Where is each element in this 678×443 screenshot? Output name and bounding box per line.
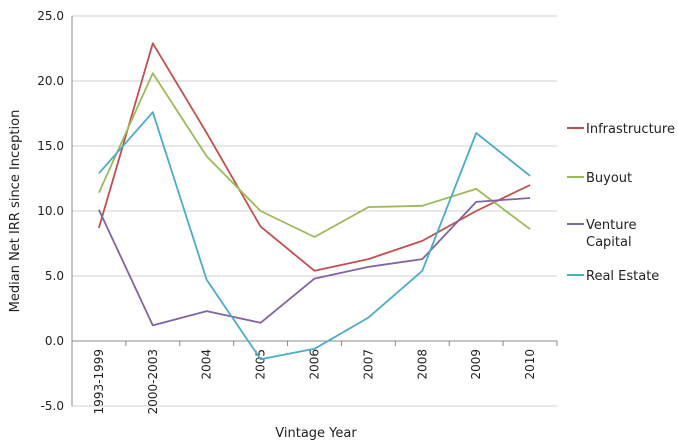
series-line-real-estate bbox=[98, 111, 531, 361]
y-tick-label: 25.0 bbox=[37, 9, 64, 23]
gridlines bbox=[72, 15, 557, 407]
x-tick-label: 2009 bbox=[469, 349, 483, 380]
x-tick-label: 2000-2003 bbox=[146, 349, 160, 414]
x-tick-label: 2008 bbox=[415, 349, 429, 380]
legend-item: Buyout bbox=[567, 171, 632, 186]
x-tick-label: 1993-1999 bbox=[92, 349, 106, 414]
legend-label: Real Estate bbox=[586, 269, 659, 284]
legend-item: Venture Capital bbox=[567, 218, 637, 250]
series-line-venture-capital bbox=[98, 197, 531, 327]
x-axis-title: Vintage Year bbox=[275, 426, 357, 441]
x-tick-label: 2007 bbox=[361, 349, 375, 380]
y-tick-label: 15.0 bbox=[37, 139, 64, 153]
legend-label: Infrastructure bbox=[586, 122, 675, 137]
x-tick-label: 2004 bbox=[200, 349, 214, 380]
legend-label: Buyout bbox=[586, 171, 632, 186]
series-line-buyout bbox=[98, 72, 531, 238]
y-axis-title: Median Net IRR since Inception bbox=[8, 110, 23, 313]
y-tick-label: 5.0 bbox=[45, 269, 64, 283]
x-tick-label: 2010 bbox=[523, 349, 537, 380]
x-tick-label: 2006 bbox=[308, 349, 322, 380]
y-tick-label: 0.0 bbox=[45, 334, 64, 348]
y-tick-label: -5.0 bbox=[41, 399, 64, 413]
series-lines bbox=[98, 42, 531, 361]
legend: Infrastructure Buyout Venture Capital Real E… bbox=[567, 122, 675, 284]
legend-label: Venture bbox=[586, 218, 637, 233]
y-tick-label: 20.0 bbox=[37, 74, 64, 88]
legend-item: Real Estate bbox=[567, 269, 659, 284]
legend-item: Infrastructure bbox=[567, 122, 675, 137]
y-tick-label: 10.0 bbox=[37, 204, 64, 218]
axes: -5.0 0.0 5.0 10.0 15.0 20.0 25.0 1993-1999 2000-… bbox=[37, 9, 558, 414]
legend-label: Capital bbox=[586, 235, 632, 250]
x-tick-label: 2005 bbox=[254, 349, 268, 380]
